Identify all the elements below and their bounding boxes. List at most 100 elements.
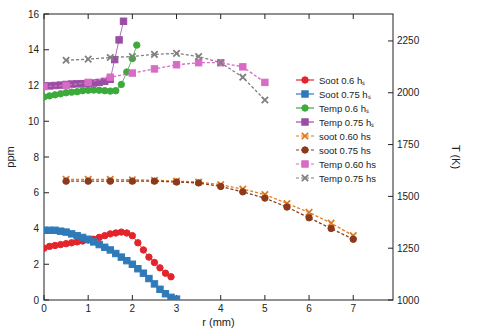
legend-key-marker (302, 133, 308, 139)
data-point (173, 179, 179, 185)
data-point (262, 195, 268, 201)
legend-key-marker (302, 161, 308, 167)
y-tick (44, 157, 49, 158)
x-tick (309, 295, 310, 300)
series-line (44, 45, 137, 97)
data-point (240, 74, 246, 80)
data-point (328, 225, 334, 231)
y2-tick-label: 2000 (397, 87, 420, 98)
y-tick (44, 264, 49, 265)
x-tick (353, 295, 354, 300)
x-tick (44, 14, 45, 19)
legend-label: Temp 0.75 hₛ (319, 117, 374, 128)
data-point (218, 60, 224, 66)
data-point (107, 178, 113, 184)
y-tick (44, 300, 49, 301)
data-point (63, 82, 69, 88)
y2-tick (388, 144, 393, 145)
x-tick-label: 0 (41, 303, 47, 314)
data-point (240, 189, 246, 195)
x-tick (264, 295, 265, 300)
y2-tick-label: 1750 (397, 139, 420, 150)
data-point (135, 240, 141, 246)
data-point (129, 178, 135, 184)
data-point (195, 179, 201, 185)
x-tick (132, 14, 133, 19)
data-point (44, 83, 47, 89)
data-point (173, 62, 179, 68)
data-point (195, 53, 201, 59)
y2-tick-label: 1250 (397, 243, 420, 254)
legend-label: soot 0.75 hs (319, 145, 371, 156)
data-point (113, 87, 119, 93)
y-tick-label: 10 (28, 116, 40, 127)
x-tick (88, 295, 89, 300)
data-point (195, 60, 201, 66)
x-tick-label: 6 (306, 303, 312, 314)
legend-label: Soot 0.6 hₛ (319, 75, 365, 86)
y2-tick-label: 1500 (397, 191, 420, 202)
data-point (85, 178, 91, 184)
data-point (173, 296, 179, 300)
legend-label: Temp 0.75 hs (319, 173, 376, 184)
data-point (240, 64, 246, 70)
data-point (195, 180, 201, 186)
data-point (118, 81, 124, 87)
data-point (151, 177, 157, 183)
data-point (306, 215, 312, 221)
legend-key-marker (302, 147, 308, 153)
legend-key-marker (302, 91, 308, 97)
data-point (168, 274, 174, 280)
data-point (350, 236, 356, 242)
y-tick (44, 121, 49, 122)
data-point (85, 79, 91, 85)
data-point (151, 51, 157, 57)
series-line (44, 232, 171, 277)
y-tick-label: 8 (33, 152, 39, 163)
data-point (157, 265, 163, 271)
y2-tick (388, 40, 393, 41)
x-tick-label: 2 (130, 303, 136, 314)
data-point (173, 50, 179, 56)
data-point (129, 232, 135, 238)
data-point (151, 66, 157, 72)
data-point (134, 42, 140, 48)
legend: Soot 0.6 hₛSoot 0.75 hₛTemp 0.6 hₛTemp 0… (296, 75, 376, 184)
y-tick-label: 0 (33, 295, 39, 306)
series-line (44, 21, 124, 86)
x-tick (220, 14, 221, 19)
x-tick (264, 14, 265, 19)
x-tick-label: 4 (218, 303, 224, 314)
series-line (66, 53, 265, 100)
data-point (218, 183, 224, 189)
y-tick-label: 6 (33, 187, 39, 198)
series-line (66, 179, 353, 235)
data-point (218, 60, 224, 66)
chart: 0123456702468101214161000125015001750200… (0, 0, 478, 332)
x-tick-label: 1 (85, 303, 91, 314)
y-tick-label: 12 (28, 80, 40, 91)
y-axis-label: ppm (4, 146, 16, 167)
series-line (44, 230, 177, 299)
x-tick (220, 295, 221, 300)
y-tick-label: 4 (33, 223, 39, 234)
legend-key-marker (302, 77, 308, 83)
y-tick-label: 16 (28, 9, 40, 20)
data-point (151, 178, 157, 184)
legend-label: Temp 0.60 hs (319, 159, 376, 170)
legend-label: Soot 0.75 hₛ (319, 89, 371, 100)
data-point (44, 83, 47, 89)
y-tick (44, 192, 49, 193)
x-tick-label: 7 (350, 303, 356, 314)
x-tick (44, 295, 45, 300)
data-point (120, 18, 126, 24)
data-point (129, 53, 135, 59)
legend-key-marker (302, 175, 308, 181)
x-tick (88, 14, 89, 19)
data-point (63, 178, 69, 184)
data-point (63, 57, 69, 63)
data-point (262, 97, 268, 103)
data-point (107, 74, 113, 80)
legend-key-marker (302, 105, 308, 111)
series-line (66, 181, 353, 239)
